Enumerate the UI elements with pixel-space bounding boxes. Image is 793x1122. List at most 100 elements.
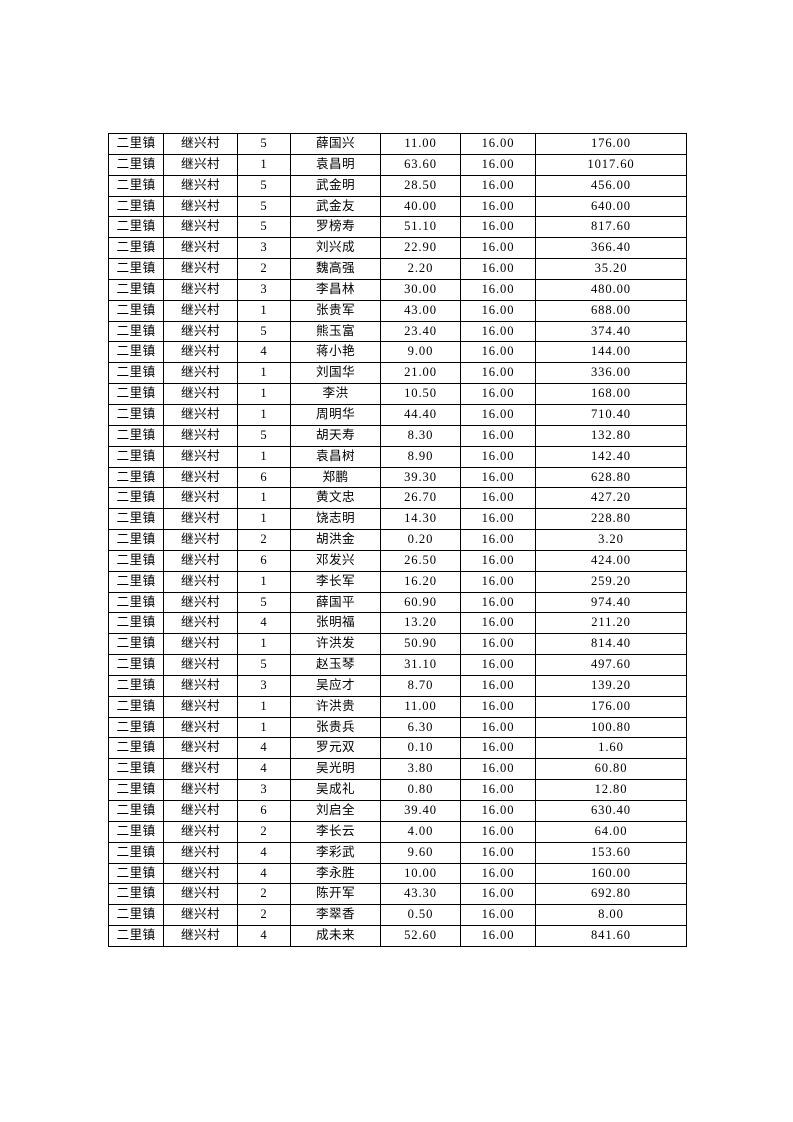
table-row: 二里镇 继兴村 2 魏高强 2.20 16.00 35.20	[108, 258, 687, 280]
cell-township: 二里镇	[108, 779, 164, 801]
cell-village: 继兴村	[163, 883, 238, 906]
cell-village: 继兴村	[163, 278, 238, 301]
cell-total: 176.00	[535, 695, 687, 718]
table-row: 二里镇 继兴村 1 黄文忠 26.70 16.00 427.20	[108, 487, 687, 510]
cell-name: 邓发兴	[290, 549, 381, 572]
cell-group: 1	[237, 695, 291, 718]
table-row: 二里镇 继兴村 4 李彩武 9.60 16.00 153.60	[108, 841, 687, 864]
cell-township: 二里镇	[108, 299, 164, 322]
cell-name: 薛国平	[290, 591, 381, 614]
cell-total: 176.00	[535, 133, 687, 155]
table-row: 二里镇 继兴村 3 吴成礼 0.80 16.00 12.80	[108, 779, 687, 801]
cell-township: 二里镇	[108, 612, 164, 635]
cell-total: 8.00	[535, 904, 687, 927]
cell-rate: 16.00	[460, 237, 536, 260]
cell-group: 3	[237, 278, 291, 301]
table-row: 二里镇 继兴村 1 袁昌明 63.60 16.00 1017.60	[108, 153, 687, 176]
cell-area: 31.10	[380, 654, 461, 676]
table-row: 二里镇 继兴村 1 许洪发 50.90 16.00 814.40	[108, 633, 687, 656]
cell-total: 153.60	[535, 841, 687, 864]
cell-total: 692.80	[535, 883, 687, 906]
cell-name: 张明福	[290, 612, 381, 635]
cell-township: 二里镇	[108, 216, 164, 239]
cell-area: 11.00	[380, 133, 461, 155]
cell-name: 李长军	[290, 570, 381, 593]
cell-name: 胡洪金	[290, 529, 381, 551]
cell-group: 1	[237, 716, 291, 739]
cell-area: 3.80	[380, 758, 461, 781]
cell-group: 1	[237, 383, 291, 405]
cell-area: 8.30	[380, 424, 461, 447]
cell-rate: 16.00	[460, 904, 536, 927]
cell-name: 刘国华	[290, 362, 381, 385]
cell-township: 二里镇	[108, 153, 164, 176]
cell-name: 赵玉琴	[290, 654, 381, 676]
cell-village: 继兴村	[163, 591, 238, 614]
table-row: 二里镇 继兴村 6 邓发兴 26.50 16.00 424.00	[108, 549, 687, 572]
table-row: 二里镇 继兴村 4 李永胜 10.00 16.00 160.00	[108, 862, 687, 885]
cell-village: 继兴村	[163, 820, 238, 843]
cell-area: 21.00	[380, 362, 461, 385]
cell-group: 3	[237, 237, 291, 260]
cell-area: 63.60	[380, 153, 461, 176]
cell-rate: 16.00	[460, 695, 536, 718]
table-row: 二里镇 继兴村 5 熊玉富 23.40 16.00 374.40	[108, 320, 687, 343]
cell-rate: 16.00	[460, 549, 536, 572]
cell-total: 630.40	[535, 800, 687, 822]
cell-name: 张贵兵	[290, 716, 381, 739]
cell-total: 480.00	[535, 278, 687, 301]
cell-group: 2	[237, 529, 291, 551]
cell-rate: 16.00	[460, 487, 536, 510]
cell-area: 26.50	[380, 549, 461, 572]
table-row: 二里镇 继兴村 1 张贵军 43.00 16.00 688.00	[108, 299, 687, 322]
cell-name: 武金明	[290, 174, 381, 197]
cell-total: 1017.60	[535, 153, 687, 176]
cell-total: 142.40	[535, 445, 687, 468]
cell-rate: 16.00	[460, 133, 536, 155]
cell-area: 40.00	[380, 195, 461, 218]
cell-area: 39.30	[380, 466, 461, 489]
table-row: 二里镇 继兴村 5 薛国平 60.90 16.00 974.40	[108, 591, 687, 614]
cell-name: 陈开军	[290, 883, 381, 906]
cell-township: 二里镇	[108, 695, 164, 718]
cell-total: 497.60	[535, 654, 687, 676]
cell-name: 李长云	[290, 820, 381, 843]
cell-rate: 16.00	[460, 820, 536, 843]
cell-name: 吴光明	[290, 758, 381, 781]
cell-total: 3.20	[535, 529, 687, 551]
cell-village: 继兴村	[163, 654, 238, 676]
cell-name: 袁昌树	[290, 445, 381, 468]
cell-total: 64.00	[535, 820, 687, 843]
cell-name: 李永胜	[290, 862, 381, 885]
cell-village: 继兴村	[163, 779, 238, 801]
table-row: 二里镇 继兴村 1 饶志明 14.30 16.00 228.80	[108, 508, 687, 531]
cell-village: 继兴村	[163, 341, 238, 364]
table-row: 二里镇 继兴村 5 武金明 28.50 16.00 456.00	[108, 174, 687, 197]
cell-area: 9.60	[380, 841, 461, 864]
cell-group: 5	[237, 195, 291, 218]
cell-group: 2	[237, 820, 291, 843]
cell-name: 罗榜寿	[290, 216, 381, 239]
table-row: 二里镇 继兴村 4 蒋小艳 9.00 16.00 144.00	[108, 341, 687, 364]
table-row: 二里镇 继兴村 4 张明福 13.20 16.00 211.20	[108, 612, 687, 635]
cell-township: 二里镇	[108, 758, 164, 781]
cell-total: 139.20	[535, 674, 687, 697]
cell-rate: 16.00	[460, 841, 536, 864]
cell-area: 43.30	[380, 883, 461, 906]
cell-group: 4	[237, 841, 291, 864]
cell-township: 二里镇	[108, 383, 164, 405]
cell-township: 二里镇	[108, 841, 164, 864]
cell-township: 二里镇	[108, 904, 164, 927]
cell-area: 0.50	[380, 904, 461, 927]
cell-rate: 16.00	[460, 800, 536, 822]
table-row: 二里镇 继兴村 4 成未来 52.60 16.00 841.60	[108, 925, 687, 947]
table-row: 二里镇 继兴村 3 李昌林 30.00 16.00 480.00	[108, 278, 687, 301]
cell-rate: 16.00	[460, 216, 536, 239]
cell-township: 二里镇	[108, 341, 164, 364]
cell-area: 23.40	[380, 320, 461, 343]
cell-name: 张贵军	[290, 299, 381, 322]
cell-total: 100.80	[535, 716, 687, 739]
cell-village: 继兴村	[163, 174, 238, 197]
cell-township: 二里镇	[108, 487, 164, 510]
